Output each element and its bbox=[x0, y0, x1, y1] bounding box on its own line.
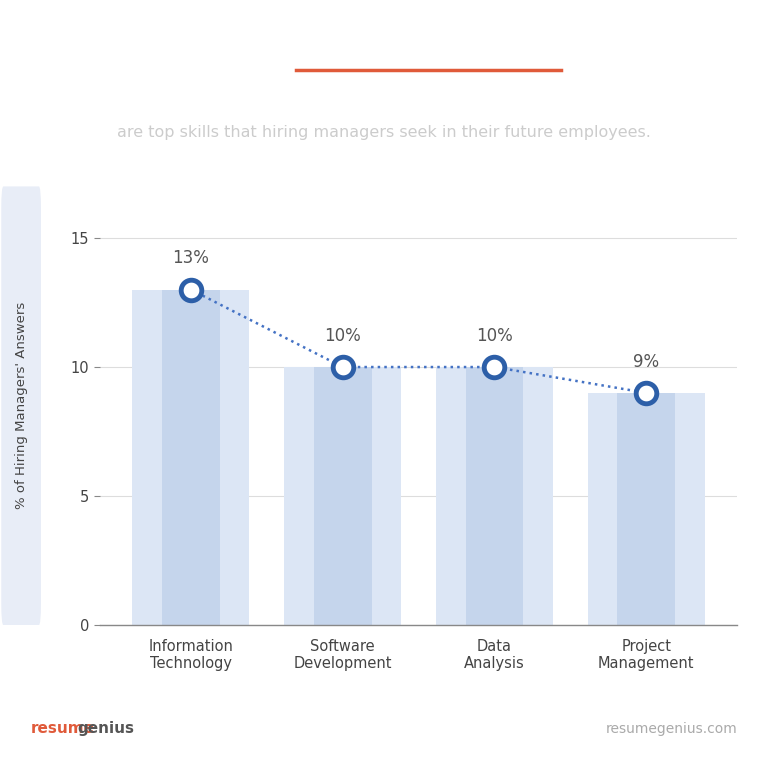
Text: 10%: 10% bbox=[324, 327, 361, 345]
Bar bbox=[132, 290, 250, 625]
Text: 10%: 10% bbox=[476, 327, 513, 345]
Bar bbox=[314, 367, 372, 625]
FancyBboxPatch shape bbox=[2, 186, 41, 625]
Text: What are the 4 most valuable hard skills?: What are the 4 most valuable hard skills… bbox=[107, 33, 661, 57]
Bar bbox=[436, 367, 553, 625]
Text: are top skills that hiring managers seek in their future employees.: are top skills that hiring managers seek… bbox=[117, 124, 651, 139]
Text: % of Hiring Managers' Answers: % of Hiring Managers' Answers bbox=[15, 302, 28, 509]
Text: 13%: 13% bbox=[173, 249, 210, 267]
Point bbox=[185, 284, 197, 296]
Text: resume: resume bbox=[31, 721, 94, 736]
Point bbox=[336, 361, 349, 373]
Bar bbox=[284, 367, 401, 625]
Bar bbox=[162, 290, 220, 625]
Text: genius: genius bbox=[78, 721, 134, 736]
Bar bbox=[465, 367, 523, 625]
Text: IT, software development, data analysis, and project management: IT, software development, data analysis,… bbox=[84, 99, 684, 114]
Text: 9%: 9% bbox=[633, 353, 659, 371]
Text: resumegenius.com: resumegenius.com bbox=[605, 721, 737, 736]
Bar bbox=[588, 393, 705, 625]
Bar bbox=[617, 393, 675, 625]
Point bbox=[640, 387, 652, 399]
Point bbox=[488, 361, 501, 373]
